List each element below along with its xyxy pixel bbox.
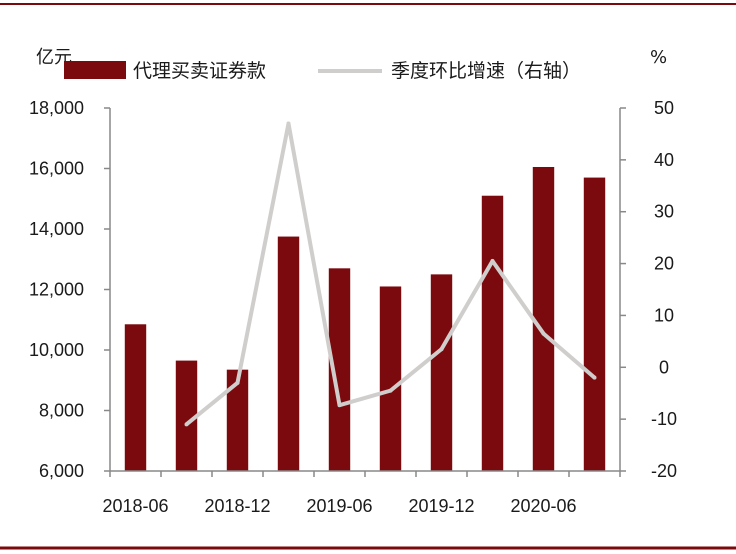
growth-point-2020-09 xyxy=(592,375,597,380)
bar-2018-09 xyxy=(175,360,198,471)
legend-bar-label: 代理买卖证券款 xyxy=(133,60,266,82)
x-tick-label: 2018-12 xyxy=(204,496,270,516)
bar-2019-12 xyxy=(430,274,453,471)
x-tick-label: 2019-12 xyxy=(408,496,474,516)
x-tick-label: 2019-06 xyxy=(306,496,372,516)
x-tick-label: 2020-06 xyxy=(510,496,576,516)
legend-bar-swatch xyxy=(64,61,126,79)
growth-point-2018-09 xyxy=(184,422,189,427)
bar-2018-06 xyxy=(124,324,147,471)
left-tick-label: 12,000 xyxy=(29,280,84,300)
left-tick-label: 6,000 xyxy=(39,461,84,481)
growth-point-2019-09 xyxy=(388,388,393,393)
right-axis-unit: % xyxy=(650,47,667,68)
left-tick-label: 8,000 xyxy=(39,401,84,421)
bar-2019-06 xyxy=(328,268,351,471)
growth-point-2019-12 xyxy=(439,347,444,352)
x-tick-label: 2018-06 xyxy=(102,496,168,516)
left-tick-label: 18,000 xyxy=(29,98,84,118)
bar-2019-03 xyxy=(277,236,300,471)
growth-point-2019-03 xyxy=(286,121,291,126)
right-tick-label: 40 xyxy=(654,150,674,170)
bar-2018-12 xyxy=(226,369,249,471)
growth-point-2020-06 xyxy=(541,331,546,336)
growth-point-2020-03 xyxy=(490,258,495,263)
left-tick-label: 14,000 xyxy=(29,219,84,239)
bar-2020-03 xyxy=(481,195,504,471)
bar-2020-09 xyxy=(583,177,606,471)
growth-point-2018-12 xyxy=(235,380,240,385)
left-tick-label: 10,000 xyxy=(29,340,84,360)
growth-point-2019-06 xyxy=(337,403,342,408)
right-tick-label: 20 xyxy=(654,254,674,274)
bar-2019-09 xyxy=(379,286,402,471)
bar-2020-06 xyxy=(532,166,555,472)
left-tick-label: 16,000 xyxy=(29,159,84,179)
right-tick-label: 10 xyxy=(654,305,674,325)
right-tick-label: -10 xyxy=(651,409,677,429)
right-tick-label: -20 xyxy=(651,461,677,481)
legend: 代理买卖证券款 季度环比增速（右轴） xyxy=(64,60,581,82)
legend-line-label: 季度环比增速（右轴） xyxy=(391,60,581,82)
right-tick-label: 50 xyxy=(654,98,674,118)
right-tick-label: 30 xyxy=(654,202,674,222)
right-tick-label: 0 xyxy=(659,357,669,377)
left-axis-unit: 亿元 xyxy=(36,47,72,68)
